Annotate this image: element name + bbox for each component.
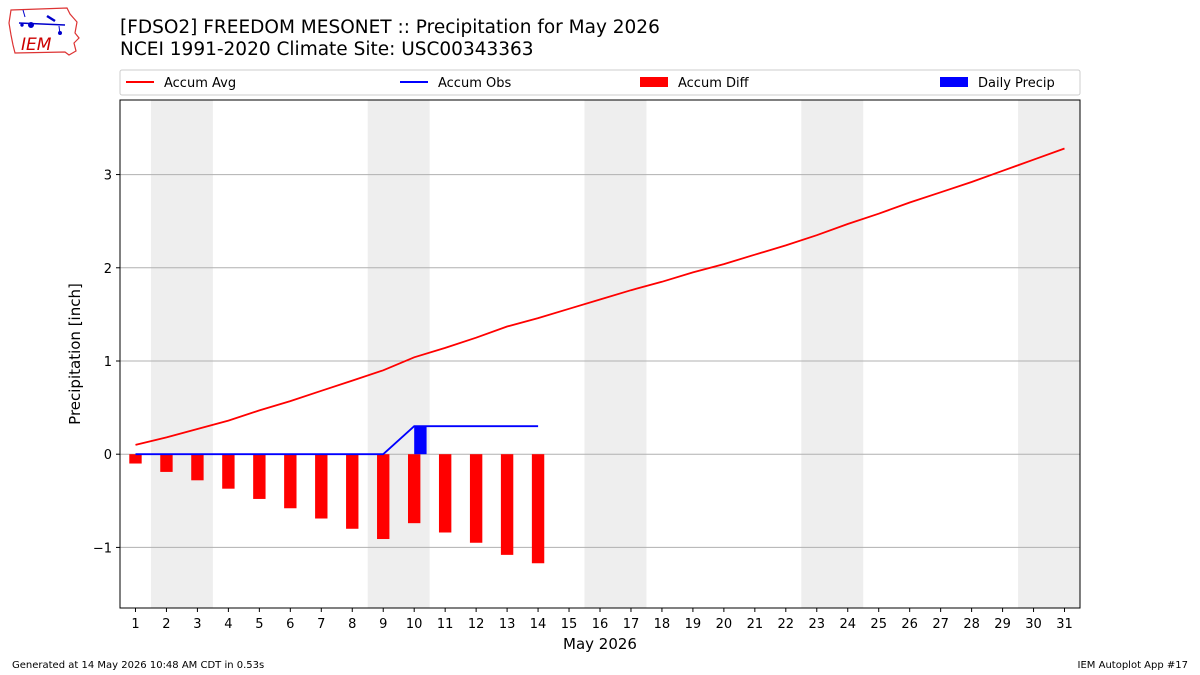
generated-timestamp: Generated at 14 May 2026 10:48 AM CDT in… — [12, 660, 265, 671]
accum-diff-bar — [284, 454, 297, 509]
legend-label: Daily Precip — [978, 76, 1055, 91]
x-tick-label: 15 — [561, 617, 578, 632]
iowa-state-outline — [8, 7, 80, 56]
x-tick-label: 21 — [747, 617, 764, 632]
x-tick-label: 2 — [162, 617, 170, 632]
x-tick-label: 12 — [468, 617, 485, 632]
x-tick-label: 14 — [530, 617, 547, 632]
accum-obs-line — [135, 425, 539, 456]
weather-station-icon — [18, 9, 66, 35]
x-tick-label: 6 — [286, 617, 294, 632]
x-tick-label: 10 — [406, 617, 423, 632]
app-credit: IEM Autoplot App #17 — [1077, 660, 1188, 671]
y-tick-label: 2 — [104, 262, 112, 277]
x-tick-label: 24 — [839, 617, 856, 632]
x-tick-label: 7 — [317, 617, 325, 632]
x-tick-label: 1 — [131, 617, 139, 632]
bars — [129, 426, 545, 564]
weekend-band — [801, 100, 864, 608]
x-tick-label: 26 — [901, 617, 918, 632]
accum-diff-bar — [438, 454, 452, 533]
accum-diff-bar — [315, 454, 328, 519]
accum-avg-line — [135, 147, 1065, 446]
accum-diff-bar — [377, 454, 390, 540]
x-tick-label: 13 — [499, 617, 516, 632]
weekend-band — [150, 100, 213, 608]
legend-accum-diff-swatch — [640, 77, 668, 87]
accum-diff-bar — [191, 454, 204, 481]
accum-diff-bar — [531, 454, 545, 564]
x-tick-label: 27 — [932, 617, 949, 632]
x-tick-label: 4 — [224, 617, 232, 632]
y-tick-label: 1 — [104, 355, 112, 370]
x-tick-label: 23 — [809, 617, 826, 632]
x-tick-label: 11 — [437, 617, 454, 632]
accum-diff-bar — [253, 454, 266, 499]
y-tick-label: −1 — [93, 541, 112, 556]
y-tick-label: 3 — [104, 169, 112, 184]
chart-title-block: [FDSO2] FREEDOM MESONET :: Precipitation… — [120, 17, 660, 61]
weekend-band — [584, 100, 647, 608]
x-axis-label: May 2026 — [563, 635, 637, 653]
accum-diff-bar — [222, 454, 235, 489]
legend: Accum Avg Accum Obs Accum Diff Daily Precip — [119, 69, 1081, 96]
accum-diff-bar — [160, 454, 173, 472]
x-tick-label: 25 — [870, 617, 887, 632]
x-tick-label: 28 — [963, 617, 980, 632]
legend-daily-precip-swatch — [940, 77, 968, 87]
x-tick-label: 18 — [654, 617, 671, 632]
legend-label: Accum Diff — [678, 76, 750, 91]
accum-diff-bar — [408, 454, 421, 524]
weekend-shading — [150, 100, 1080, 608]
x-tick-label: 30 — [1025, 617, 1042, 632]
y-tick-label: 0 — [104, 448, 112, 463]
x-tick-label: 9 — [379, 617, 387, 632]
accum-diff-bar — [469, 454, 483, 543]
x-tick-label: 17 — [623, 617, 640, 632]
lines — [135, 147, 1065, 456]
x-tick-label: 22 — [778, 617, 795, 632]
y-axis-ticks: −1 0 1 2 3 — [93, 169, 120, 556]
legend-label: Accum Avg — [164, 76, 236, 91]
chart-title: [FDSO2] FREEDOM MESONET :: Precipitation… — [120, 17, 660, 38]
y-axis-label: Precipitation [inch] — [66, 283, 84, 425]
x-tick-label: 20 — [716, 617, 733, 632]
accum-diff-bar — [500, 454, 514, 555]
iem-logo-text: IEM — [21, 35, 52, 55]
legend-frame — [119, 69, 1081, 96]
x-tick-label: 3 — [193, 617, 201, 632]
legend-label: Accum Obs — [438, 76, 511, 91]
iem-logo: IEM — [7, 5, 81, 59]
x-tick-label: 29 — [994, 617, 1011, 632]
weekend-band — [1018, 100, 1080, 608]
x-tick-label: 16 — [592, 617, 609, 632]
daily-precip-bar — [414, 426, 427, 455]
x-tick-label: 19 — [685, 617, 702, 632]
accum-diff-bar — [346, 454, 359, 529]
x-tick-label: 5 — [255, 617, 263, 632]
accum-diff-bar — [129, 454, 142, 464]
x-axis-ticks: 1 2 3 4 5 6 7 8 9 10 11 12 13 14 15 16 17 18 19 20 21 22 23 24 2… — [131, 608, 1073, 632]
chart-subtitle: NCEI 1991-2020 Climate Site: USC00343363 — [120, 39, 534, 60]
x-tick-label: 8 — [348, 617, 356, 632]
x-tick-label: 31 — [1056, 617, 1073, 632]
